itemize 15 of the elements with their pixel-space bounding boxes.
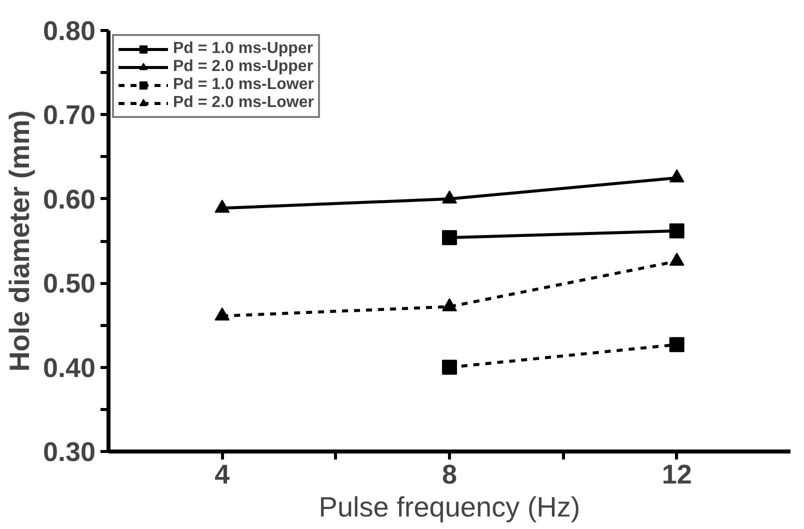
legend-label: Pd = 1.0 ms-Lower [173, 76, 314, 94]
y-tick-label: 0.70 [42, 100, 96, 130]
x-tick-label: 4 [214, 460, 230, 490]
x-tick-label: 8 [442, 460, 458, 490]
legend-label: Pd = 2.0 ms-Lower [173, 94, 314, 112]
y-tick-label: 0.30 [42, 437, 96, 467]
y-tick-label: 0.50 [42, 268, 96, 299]
y-tick-label: 0.60 [42, 184, 96, 214]
x-tick-label: 12 [662, 460, 692, 490]
legend-label: Pd = 2.0 ms-Upper [173, 58, 314, 76]
legend-label: Pd = 1.0 ms-Upper [173, 40, 314, 58]
x-axis-title: Pulse frequency (Hz) [318, 492, 580, 522]
y-axis-title: Hole diameter (mm) [4, 110, 35, 372]
y-tick-label: 0.40 [42, 352, 96, 383]
y-tick-label: 0.80 [42, 16, 96, 46]
